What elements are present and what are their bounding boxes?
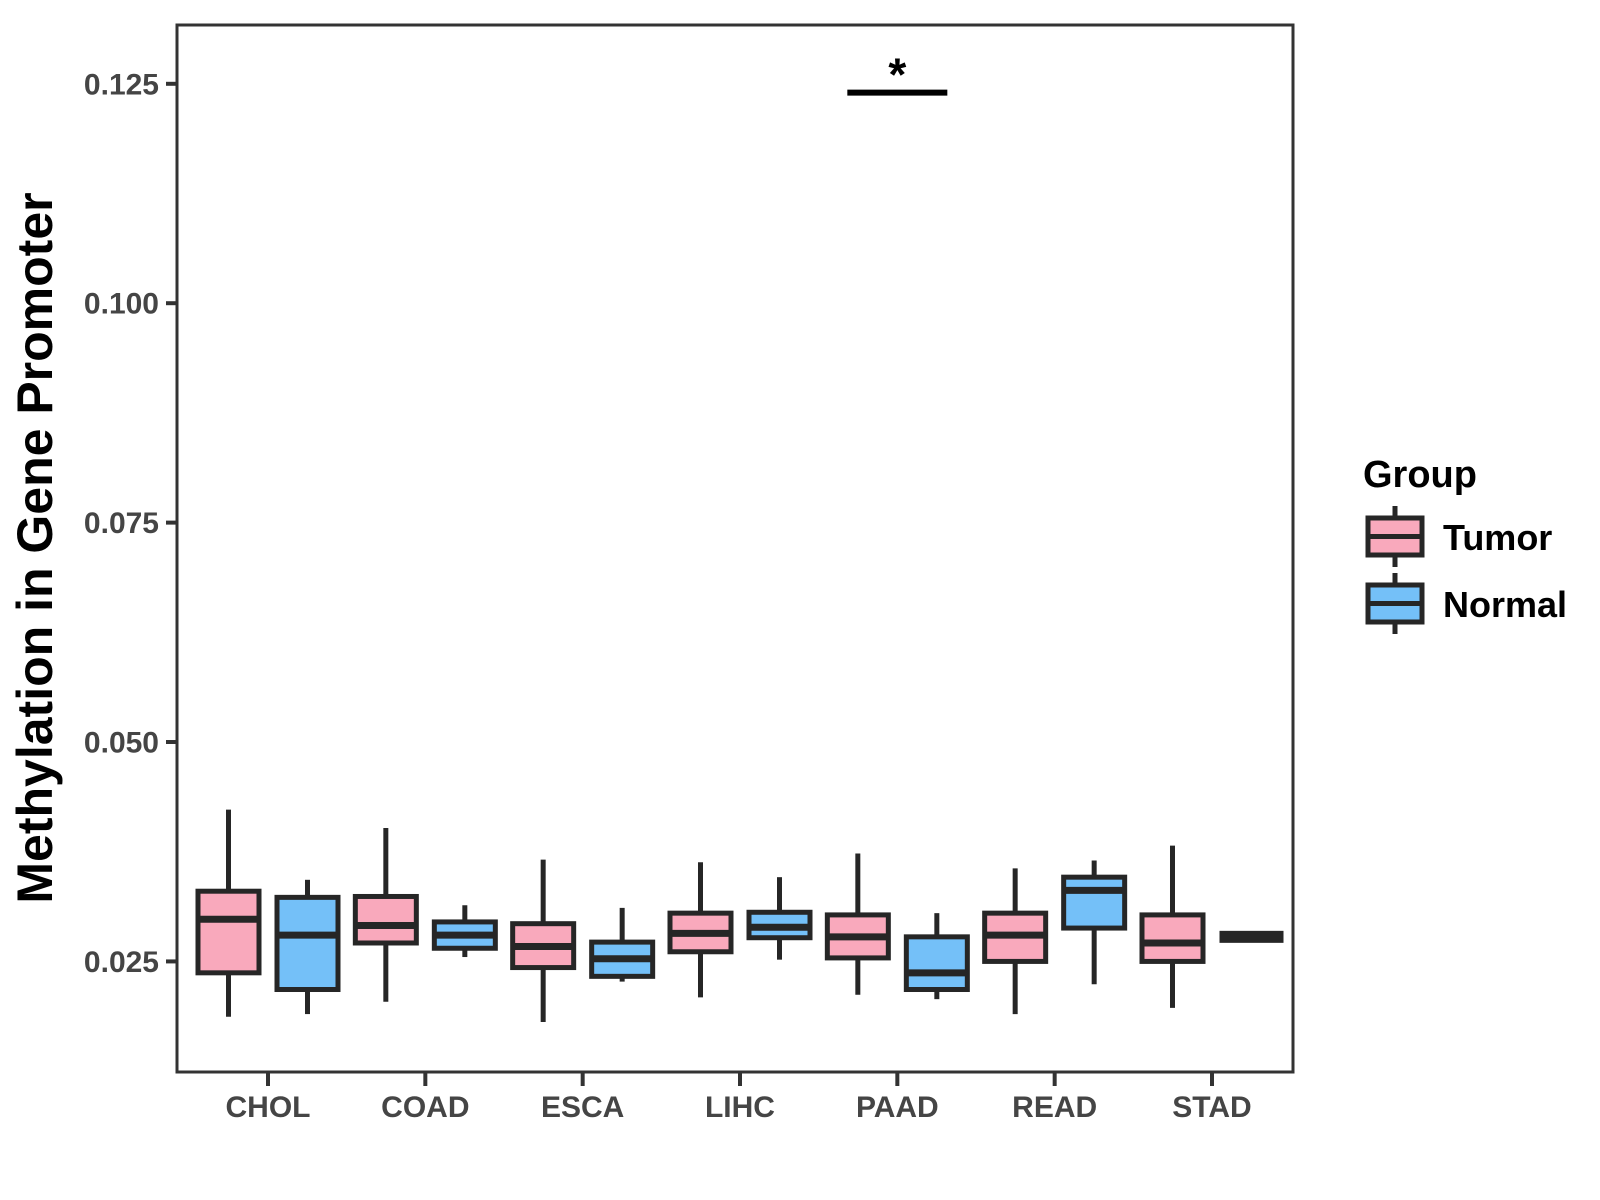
significance-star: * [888, 49, 906, 101]
legend: Group Tumor Normal [1363, 454, 1567, 634]
y-tick-label: 0.100 [84, 288, 159, 321]
x-tick-label: ESCA [541, 1091, 624, 1124]
iqr-box [195, 888, 262, 976]
x-tick-label: PAAD [856, 1091, 939, 1124]
iqr-box [274, 894, 341, 993]
legend-item-tumor-label: Tumor [1443, 517, 1552, 558]
x-tick-label: STAD [1172, 1091, 1251, 1124]
box-LIHC-Normal [746, 877, 813, 960]
legend-item-normal: Normal [1365, 573, 1567, 634]
x-tick-label: CHOL [226, 1091, 311, 1124]
box-READ-Normal [1061, 860, 1128, 985]
legend-item-tumor: Tumor [1365, 506, 1552, 567]
x-tick-label: READ [1012, 1091, 1097, 1124]
box-STAD-Normal [1219, 930, 1284, 943]
legend-item-normal-label: Normal [1443, 584, 1567, 625]
box-COAD-Normal [431, 905, 498, 958]
x-tick-label: COAD [381, 1091, 469, 1124]
iqr-box [352, 893, 419, 946]
box-ESCA-Normal [589, 907, 656, 982]
box-ESCA-Tumor [510, 859, 577, 1022]
iqr-box [1139, 912, 1206, 964]
y-tick-label: 0.075 [84, 507, 159, 540]
box-PAAD-Normal [903, 913, 970, 1000]
y-tick-label: 0.050 [84, 727, 159, 760]
y-axis-title: Methylation in Gene Promoter [7, 192, 63, 903]
iqr-box [903, 934, 970, 993]
box-COAD-Tumor [352, 828, 419, 1002]
significance-annotation: * [847, 49, 948, 101]
box-CHOL-Tumor [195, 809, 262, 1017]
panel-border [175, 23, 1295, 1074]
iqr-box [1061, 874, 1128, 931]
y-tick-label: 0.125 [84, 68, 159, 101]
box-CHOL-Normal [274, 879, 341, 1015]
plot-panel: 0.025 0.050 0.075 0.100 0.125 CHOL COAD ESCA LIH… [84, 23, 1295, 1124]
y-tick-label: 0.025 [84, 946, 159, 979]
x-tick-label: LIHC [705, 1091, 775, 1124]
box-LIHC-Tumor [667, 862, 734, 998]
box-STAD-Tumor [1139, 845, 1206, 1008]
box-PAAD-Tumor [824, 853, 891, 995]
collapsed-box [1219, 930, 1284, 943]
legend-title: Group [1363, 454, 1477, 496]
box-READ-Tumor [982, 868, 1049, 1015]
